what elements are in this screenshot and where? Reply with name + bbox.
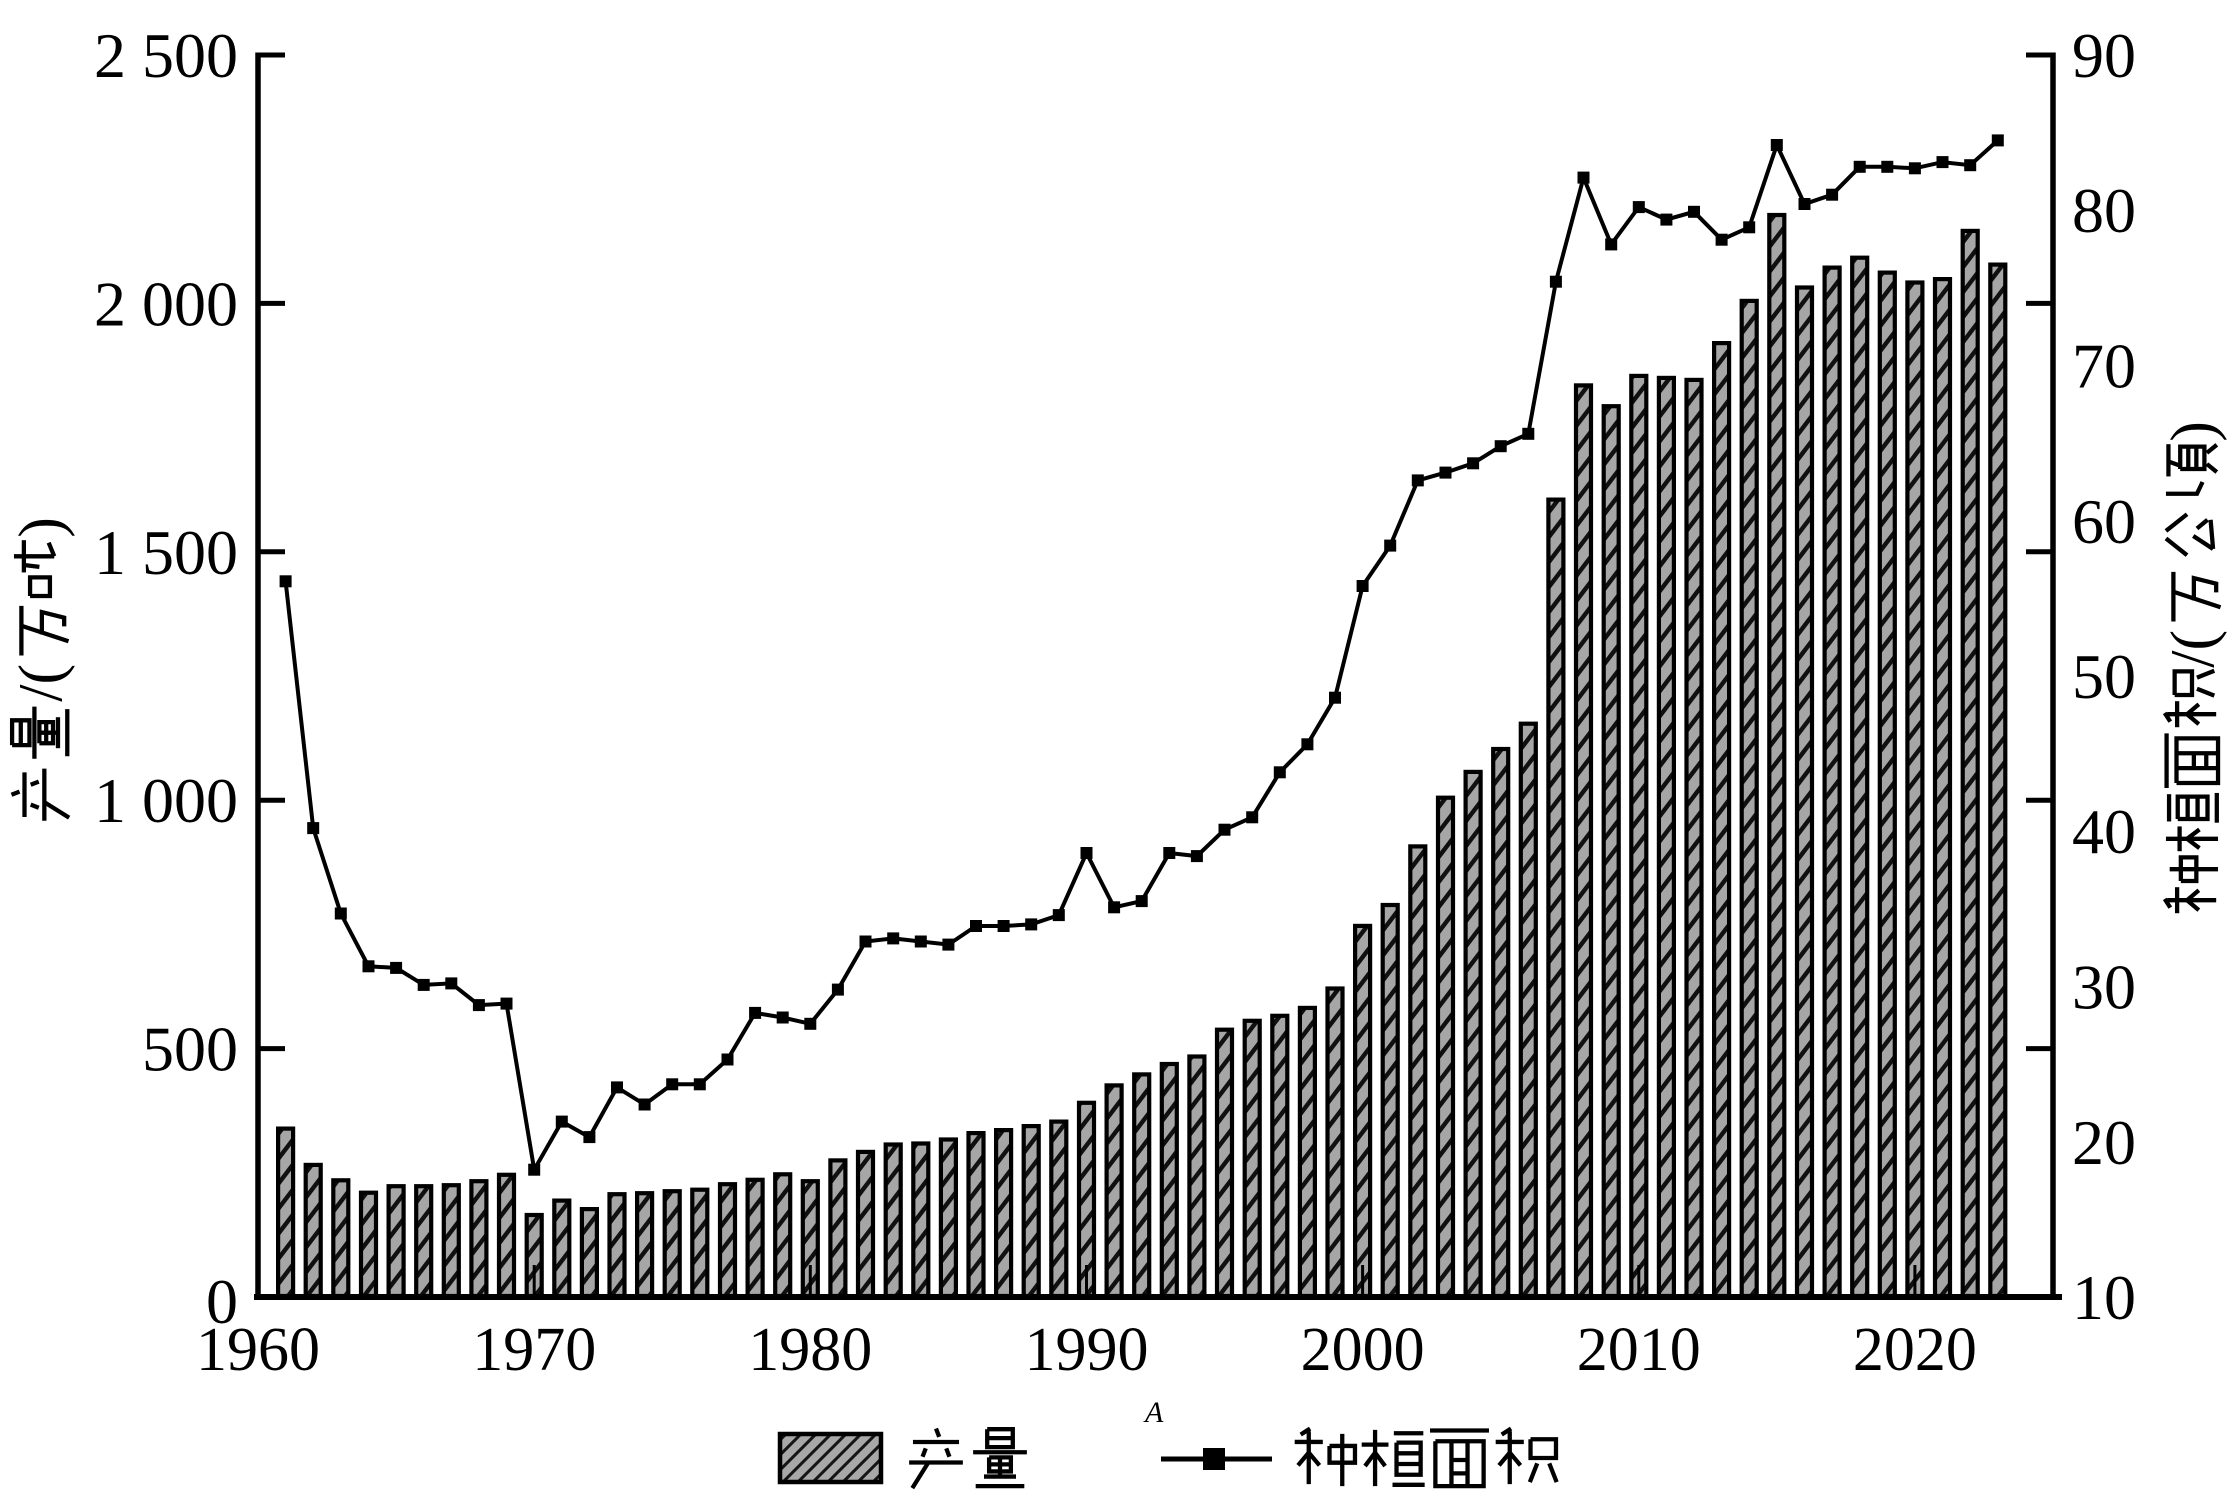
svg-text:/(: /( [2159, 630, 2227, 668]
svg-text:/(: /( [7, 664, 75, 702]
svg-text:40: 40 [2072, 796, 2136, 867]
svg-text:2 500: 2 500 [94, 20, 238, 91]
svg-text:2000: 2000 [1301, 1316, 1425, 1384]
svg-text:80: 80 [2072, 175, 2136, 246]
svg-text:0: 0 [206, 1266, 238, 1337]
svg-text:): ) [7, 517, 75, 538]
svg-text:60: 60 [2072, 486, 2136, 557]
svg-text:1 000: 1 000 [94, 765, 238, 836]
svg-text:1970: 1970 [472, 1316, 596, 1384]
svg-text:A: A [1143, 1396, 1164, 1429]
svg-text:1980: 1980 [748, 1316, 872, 1384]
svg-text:30: 30 [2072, 952, 2136, 1023]
svg-text:): ) [2159, 421, 2227, 442]
svg-text:2010: 2010 [1577, 1316, 1701, 1384]
svg-text:10: 10 [2072, 1262, 2136, 1333]
svg-text:20: 20 [2072, 1107, 2136, 1178]
svg-text:70: 70 [2072, 331, 2136, 402]
svg-text:1990: 1990 [1025, 1316, 1149, 1384]
svg-text:1 500: 1 500 [94, 517, 238, 588]
svg-text:50: 50 [2072, 641, 2136, 712]
svg-text:2 000: 2 000 [94, 268, 238, 339]
svg-text:90: 90 [2072, 20, 2136, 91]
svg-text:2020: 2020 [1853, 1316, 1977, 1384]
svg-text:500: 500 [142, 1014, 238, 1085]
svg-text:1960: 1960 [196, 1316, 320, 1384]
